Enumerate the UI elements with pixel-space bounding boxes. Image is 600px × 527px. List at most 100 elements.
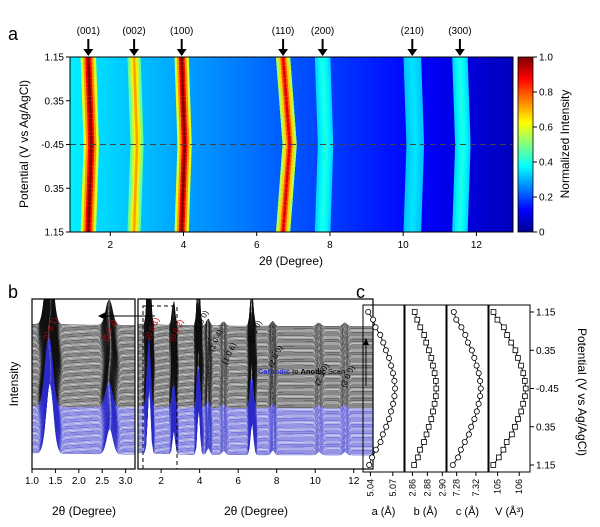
- xrd-scan-curve: [32, 299, 135, 352]
- x-tick-label: 2.86: [408, 479, 418, 497]
- xrd-scan-curve: [32, 299, 135, 344]
- xrd-scan-curve: [32, 331, 135, 403]
- data-point: [365, 308, 372, 315]
- peak-band-1-row-2: [127, 65, 142, 71]
- xrd-scan-curve: [32, 299, 135, 357]
- peak-band-1-row-29: [129, 183, 143, 189]
- peak-band-0-row-23: [83, 157, 99, 163]
- data-point: [428, 355, 435, 361]
- peak-band-3-row-5: [277, 78, 293, 84]
- scan-legend: Cathodic to Anodic Scan: [258, 367, 345, 376]
- xrd-scan-curve: [32, 321, 135, 394]
- peak-band-5-row-2: [403, 65, 422, 71]
- data-point: [417, 324, 424, 331]
- peak-band-6-row-8: [453, 92, 469, 97]
- peak-band-5-row-18: [406, 135, 424, 141]
- peak-band-3-row-39: [276, 227, 291, 233]
- peak-band-3-row-24: [281, 162, 296, 167]
- peak-band-6-row-1: [452, 61, 468, 67]
- peak-band-4-row-2: [315, 65, 331, 71]
- peak-band-5-row-26: [405, 170, 424, 176]
- peak-band-0-row-26: [82, 170, 98, 176]
- peak-band-1-row-9: [128, 96, 143, 102]
- peak-band-4-row-15: [317, 122, 333, 128]
- peak-band-5-row-35: [404, 210, 422, 216]
- peak-band-1-row-39: [127, 227, 141, 233]
- peak-band-0-row-24: [82, 162, 99, 167]
- data-point: [421, 332, 427, 338]
- peak-band-4-row-27: [316, 175, 333, 181]
- subplot-x-label: V (Å³): [495, 505, 524, 518]
- peak-band-6-row-26: [454, 170, 470, 176]
- xrd-scan-curve: [32, 299, 135, 342]
- xrd-scan-curve: [32, 299, 135, 355]
- data-point: [428, 416, 435, 422]
- data-point: [391, 377, 398, 384]
- left-plot-x-ticks: 1.0 1.5 2.0 2.5 3.0: [25, 469, 133, 487]
- data-point: [512, 423, 518, 430]
- peak-band-1-row-13: [129, 113, 143, 119]
- subplot-x-label: b (Å): [414, 505, 438, 518]
- peak-marker-4: (200): [311, 26, 334, 56]
- data-point: [495, 454, 502, 461]
- peak-band-6-row-23: [454, 157, 471, 163]
- x-tick-label: 2.0: [72, 476, 86, 487]
- peak-band-2-row-8: [175, 92, 191, 97]
- peak-band-3-row-36: [277, 214, 292, 220]
- peak-band-1-row-18: [130, 135, 144, 141]
- xrd-scan-curve: [32, 341, 135, 414]
- peak-band-6-row-6: [453, 83, 469, 89]
- peak-band-1-row-26: [129, 170, 143, 176]
- data-point: [471, 416, 478, 423]
- peak-band-1-row-25: [129, 166, 143, 172]
- xrd-scan-curve: [32, 382, 135, 455]
- peak-band-0-row-28: [82, 179, 98, 185]
- peak-band-2-row-18: [177, 135, 192, 141]
- peak-band-2-row-26: [176, 170, 191, 176]
- xrd-scan-curve: [32, 322, 135, 395]
- xrd-scan-curve: [32, 340, 135, 412]
- peak-band-5-row-14: [405, 118, 424, 124]
- data-point: [509, 431, 515, 438]
- peak-band-3-row-28: [279, 179, 295, 185]
- peak-band-3-row-11: [279, 105, 295, 111]
- data-point: [449, 461, 456, 468]
- peak-band-1-row-0: [127, 57, 141, 62]
- y-tick-label: 1.15: [45, 228, 65, 239]
- panel-label-b: b: [8, 282, 18, 302]
- peak-band-0-row-18: [83, 135, 99, 141]
- x-tick-label: 2: [107, 240, 113, 251]
- data-point: [369, 454, 376, 461]
- peak-band-1-row-10: [129, 100, 143, 106]
- peak-band-0-row-27: [82, 175, 98, 181]
- peak-marker-0: (001): [77, 26, 100, 56]
- peak-band-3-row-9: [279, 96, 294, 102]
- peak-band-4-row-14: [317, 118, 333, 124]
- xrd-scan-curve: [32, 299, 135, 364]
- panel-label-a: a: [8, 24, 19, 44]
- x-tick-label: 2.90: [437, 479, 447, 497]
- peak-band-6-row-29: [453, 183, 470, 189]
- subplot-frame: [404, 304, 447, 473]
- data-point: [430, 408, 436, 415]
- x-axis-label: 2θ (Degree): [259, 254, 323, 268]
- xrd-scan-curve: [32, 315, 135, 388]
- peak-band-6-row-18: [454, 135, 471, 141]
- data-point: [366, 461, 373, 468]
- peak-band-5-row-10: [405, 100, 423, 106]
- x-tick-label: 12: [348, 476, 360, 487]
- data-point: [432, 393, 439, 399]
- xrd-scan-curve: [32, 380, 135, 453]
- peak-band-3-row-21: [282, 148, 297, 154]
- xrd-scan-curve: [32, 339, 135, 411]
- data-point: [423, 431, 430, 438]
- peak-band-4-row-16: [317, 127, 333, 132]
- peak-band-2-row-21: [177, 148, 192, 154]
- peak-band-6-row-32: [453, 197, 469, 202]
- colorbar-ticks: 1.0 0.8 0.6 0.4 0.2 0: [533, 53, 553, 239]
- peak-band-6-row-3: [452, 70, 469, 76]
- peak-band-1-row-3: [127, 70, 142, 76]
- data-point: [471, 354, 478, 361]
- peak-band-2-row-9: [175, 96, 191, 102]
